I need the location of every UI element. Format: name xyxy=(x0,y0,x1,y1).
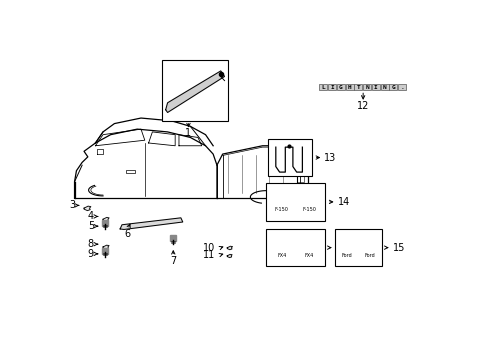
Text: 11: 11 xyxy=(203,250,215,260)
Bar xyxy=(345,84,354,90)
Bar xyxy=(267,229,325,266)
Polygon shape xyxy=(84,206,91,211)
Text: 5: 5 xyxy=(88,221,94,231)
Polygon shape xyxy=(271,234,293,261)
Bar xyxy=(335,229,382,266)
Text: 13: 13 xyxy=(324,153,337,163)
Text: G: G xyxy=(339,85,343,90)
Bar xyxy=(390,84,397,90)
Text: FX4: FX4 xyxy=(305,253,314,258)
Polygon shape xyxy=(120,218,183,229)
Text: 16: 16 xyxy=(336,243,348,253)
Text: .: . xyxy=(400,85,404,90)
Polygon shape xyxy=(361,234,378,261)
Text: L: L xyxy=(321,85,325,90)
Text: 4: 4 xyxy=(88,211,94,221)
Text: I: I xyxy=(374,85,378,90)
Text: 10: 10 xyxy=(203,243,215,253)
Bar xyxy=(372,84,380,90)
Bar xyxy=(381,84,389,90)
Text: 9: 9 xyxy=(88,249,94,259)
Bar xyxy=(297,175,304,182)
Polygon shape xyxy=(339,234,356,261)
Text: 3: 3 xyxy=(69,201,75,210)
Text: N: N xyxy=(365,85,369,90)
Polygon shape xyxy=(227,246,233,250)
Polygon shape xyxy=(227,255,232,258)
Polygon shape xyxy=(271,188,293,216)
Text: Ford: Ford xyxy=(342,253,353,258)
Text: 2: 2 xyxy=(222,64,228,75)
Text: N: N xyxy=(383,85,387,90)
Bar xyxy=(126,170,135,174)
Bar xyxy=(268,139,312,176)
Text: G: G xyxy=(392,85,395,90)
Text: F-150: F-150 xyxy=(303,207,317,212)
Bar xyxy=(267,183,325,221)
Polygon shape xyxy=(166,71,224,112)
Text: 15: 15 xyxy=(393,243,405,253)
Text: Ford: Ford xyxy=(364,253,375,258)
Bar xyxy=(337,84,345,90)
Polygon shape xyxy=(103,217,109,221)
Bar xyxy=(328,84,336,90)
Bar xyxy=(398,84,406,90)
Bar xyxy=(363,84,371,90)
Bar xyxy=(319,84,327,90)
Text: 7: 7 xyxy=(170,256,176,266)
Text: FX4: FX4 xyxy=(277,253,287,258)
Text: I: I xyxy=(330,85,334,90)
Text: 6: 6 xyxy=(124,229,131,239)
Text: 1: 1 xyxy=(185,128,192,138)
Text: 14: 14 xyxy=(338,197,350,207)
Polygon shape xyxy=(298,234,320,261)
Bar xyxy=(354,84,363,90)
Text: 12: 12 xyxy=(357,100,369,111)
Text: H: H xyxy=(348,85,351,90)
Text: F-150: F-150 xyxy=(275,207,289,212)
Text: T: T xyxy=(357,85,360,90)
Polygon shape xyxy=(298,188,320,216)
Text: 8: 8 xyxy=(88,239,94,249)
Bar xyxy=(162,60,228,121)
Polygon shape xyxy=(103,245,109,249)
